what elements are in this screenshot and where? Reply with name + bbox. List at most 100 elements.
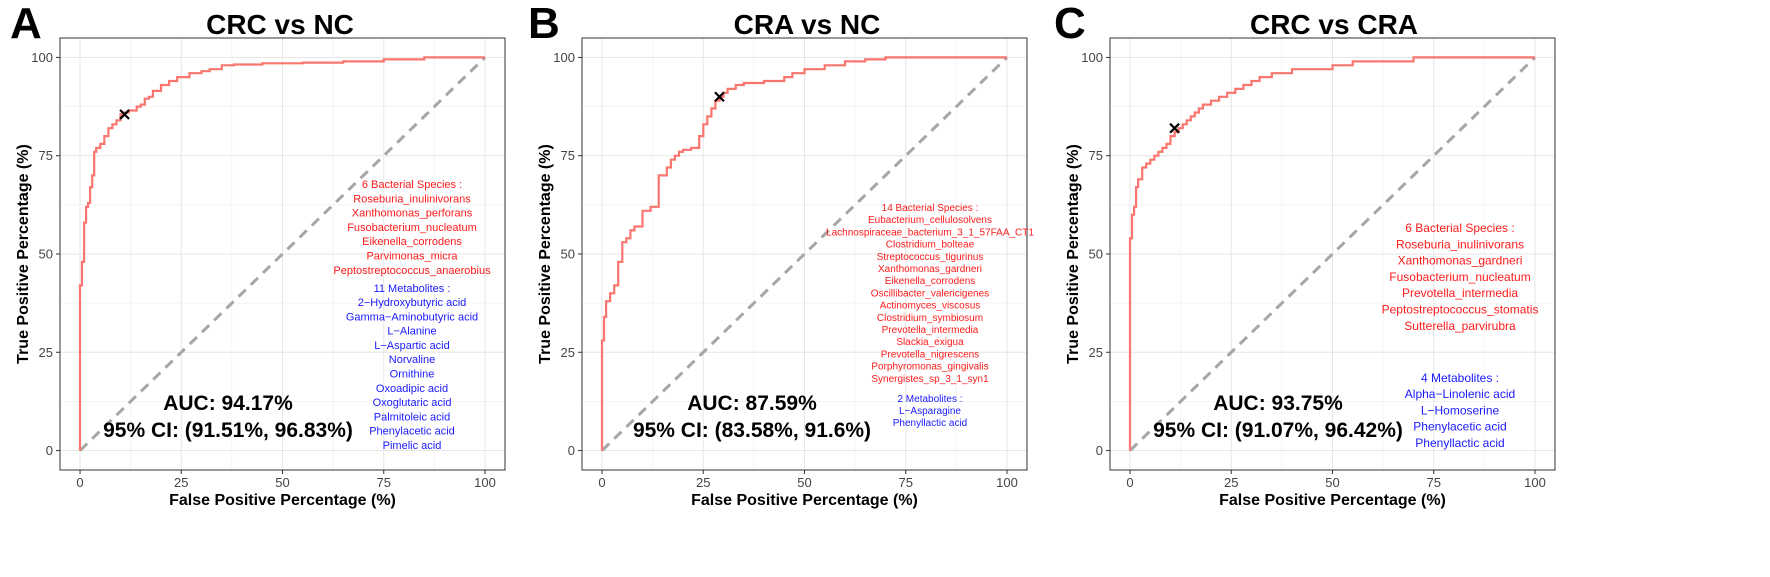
- roc-curve: [600, 56, 1007, 451]
- ci-label: 95% CI: (91.07%, 96.42%): [1153, 419, 1403, 442]
- metabolite-item: L−Homoserine: [1421, 403, 1500, 417]
- threshold-marker: [119, 109, 130, 120]
- species-header: 14 Bacterial Species :: [882, 203, 979, 214]
- roc-panel-a: 0 25 50 75 100 0 25 50 75 100 False Positive Perce…: [10, 0, 506, 509]
- y-tick-label: 0: [46, 443, 53, 458]
- species-item: Peptostreptococcus_anaerobius: [333, 265, 491, 277]
- auc-label: AUC: 94.17%: [163, 392, 293, 415]
- metabolites-header: 2 Metabolites :: [897, 394, 962, 405]
- y-tick-label: 75: [1089, 148, 1103, 163]
- roc-panel-c: 0 25 50 75 100 0 25 50 75 100 False Positive Perce…: [1054, 0, 1556, 509]
- species-item: Peptostreptococcus_stomatis: [1382, 303, 1539, 317]
- species-item: Prevotella_intermedia: [1402, 286, 1518, 300]
- metabolite-item: Phenylacetic acid: [1413, 420, 1506, 434]
- x-tick-label: 75: [899, 475, 913, 490]
- species-item: Clostridium_bolteae: [886, 240, 975, 251]
- metabolite-item: Phenyllactic acid: [893, 418, 967, 429]
- species-item: Xanthomonas_gardneri: [1398, 254, 1523, 268]
- auc-label: AUC: 87.59%: [687, 392, 817, 415]
- species-item: Porphyromonas_gingivalis: [871, 362, 988, 373]
- species-item: Xanthomonas_gardneri: [878, 264, 982, 275]
- species-item: Clostridium_symbiosum: [877, 313, 983, 324]
- species-item: Eikenella_corrodens: [362, 236, 462, 248]
- metabolite-item: L−Asparagine: [899, 406, 961, 417]
- panel-title: CRA vs NC: [734, 9, 881, 40]
- x-tick-label: 25: [1224, 475, 1238, 490]
- metabolite-item: Alpha−Linolenic acid: [1405, 387, 1515, 401]
- x-tick-label: 0: [76, 475, 83, 490]
- species-item: Roseburia_inulinivorans: [1396, 237, 1524, 251]
- species-item: Lachnospiraceae_bacterium_3_1_57FAA_CT1: [826, 227, 1034, 238]
- chance-diagonal: [78, 56, 487, 452]
- species-item: Actinomyces_viscosus: [880, 301, 981, 312]
- y-axis-label: True Positive Percentage (%): [15, 144, 32, 364]
- panel-title: CRC vs NC: [206, 9, 354, 40]
- x-tick-label: 75: [377, 475, 391, 490]
- metabolite-item: Oxoadipic acid: [376, 383, 448, 395]
- metabolite-item: Ornithine: [390, 369, 435, 381]
- metabolite-item: Gamma−Aminobutyric acid: [346, 311, 478, 323]
- y-tick-label: 100: [553, 50, 575, 65]
- chance-diagonal: [600, 56, 1009, 452]
- x-tick-label: 75: [1427, 475, 1441, 490]
- y-tick-label: 50: [39, 247, 53, 262]
- y-tick-label: 50: [1089, 247, 1103, 262]
- x-axis-label: False Positive Percentage (%): [691, 492, 918, 509]
- panel-letter: C: [1054, 0, 1086, 48]
- metabolites-header: 4 Metabolites :: [1421, 371, 1499, 385]
- species-item: Fusobacterium_nucleatum: [1389, 270, 1530, 284]
- species-item: Prevotella_nigrescens: [881, 349, 979, 360]
- x-tick-label: 50: [797, 475, 811, 490]
- species-item: Xanthomonas_perforans: [352, 208, 473, 220]
- panel-title: CRC vs CRA: [1250, 9, 1418, 40]
- x-tick-label: 50: [1325, 475, 1339, 490]
- panel-letter: B: [528, 0, 560, 48]
- roc-panel-b: 0 25 50 75 100 0 25 50 75 100 False Positive Perce…: [528, 0, 1034, 509]
- metabolite-item: Palmitoleic acid: [374, 411, 450, 423]
- x-tick-label: 25: [174, 475, 188, 490]
- species-item: Prevotella_intermedia: [882, 325, 979, 336]
- species-header: 6 Bacterial Species :: [1405, 221, 1514, 235]
- species-item: Fusobacterium_nucleatum: [347, 222, 477, 234]
- x-tick-label: 0: [598, 475, 605, 490]
- metabolite-item: Phenyllactic acid: [1415, 436, 1504, 450]
- y-tick-label: 25: [561, 345, 575, 360]
- y-tick-label: 50: [561, 247, 575, 262]
- species-item: Synergistes_sp_3_1_syn1: [871, 374, 989, 385]
- ci-label: 95% CI: (83.58%, 91.6%): [633, 419, 871, 442]
- y-axis-label: True Positive Percentage (%): [537, 144, 554, 364]
- x-tick-label: 100: [474, 475, 496, 490]
- y-tick-label: 100: [1081, 50, 1103, 65]
- metabolite-item: Pimelic acid: [383, 440, 442, 452]
- metabolite-item: Norvaline: [389, 354, 435, 366]
- ci-label: 95% CI: (91.51%, 96.83%): [103, 419, 353, 442]
- roc-curve: [78, 56, 485, 451]
- metabolite-item: L−Aspartic acid: [374, 340, 450, 352]
- metabolite-item: L−Alanine: [387, 326, 436, 338]
- y-tick-label: 25: [39, 345, 53, 360]
- y-tick-label: 75: [39, 148, 53, 163]
- threshold-marker: [1169, 122, 1180, 134]
- auc-label: AUC: 93.75%: [1213, 392, 1343, 415]
- x-tick-label: 100: [996, 475, 1018, 490]
- species-item: Roseburia_inulinivorans: [353, 193, 471, 205]
- x-axis-label: False Positive Percentage (%): [169, 492, 396, 509]
- y-tick-label: 25: [1089, 345, 1103, 360]
- roc-curve: [1128, 56, 1535, 451]
- species-item: Eubacterium_cellulosolvens: [868, 215, 992, 226]
- y-tick-label: 100: [31, 50, 53, 65]
- metabolite-item: Phenylacetic acid: [369, 426, 455, 438]
- y-tick-label: 0: [568, 443, 575, 458]
- y-tick-label: 75: [561, 148, 575, 163]
- species-item: Streptococcus_tigurinus: [877, 252, 984, 263]
- y-axis-label: True Positive Percentage (%): [1065, 144, 1082, 364]
- species-item: Parvimonas_micra: [366, 251, 458, 263]
- species-item: Slackia_exigua: [896, 337, 964, 348]
- y-tick-label: 0: [1096, 443, 1103, 458]
- chance-diagonal: [1128, 56, 1537, 452]
- x-axis-label: False Positive Percentage (%): [1219, 492, 1446, 509]
- species-item: Oscillibacter_valericigenes: [871, 288, 989, 299]
- x-tick-label: 25: [696, 475, 710, 490]
- species-item: Sutterella_parvirubra: [1404, 319, 1516, 333]
